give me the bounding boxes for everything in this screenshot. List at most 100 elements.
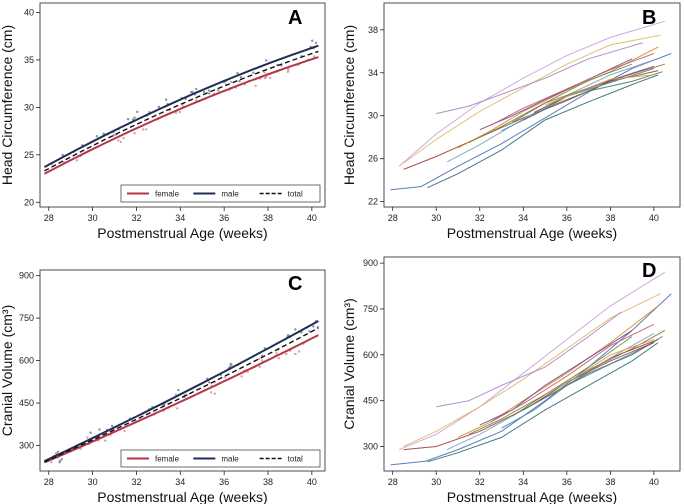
scatter-point — [177, 388, 180, 392]
y-axis-title: Cranial Volume (cm³) — [0, 305, 15, 436]
trajectory-line-3 — [403, 293, 661, 447]
x-tick-label: 28 — [44, 213, 54, 223]
x-tick-label: 36 — [219, 213, 229, 223]
scatter-point — [142, 128, 145, 131]
scatter-point — [294, 328, 297, 331]
x-tick-label: 28 — [388, 213, 398, 223]
scatter-point — [157, 105, 161, 109]
scatter-point — [216, 89, 220, 92]
trajectory-line-1 — [390, 53, 672, 191]
legend-box — [120, 184, 321, 203]
scatter-point — [297, 350, 301, 353]
scatter-point — [50, 461, 53, 464]
scatter-point — [264, 59, 268, 62]
y-tick-label: 22 — [368, 197, 378, 207]
x-tick-label: 38 — [263, 213, 273, 223]
legend-label-female: female — [155, 190, 180, 199]
x-tick-label: 40 — [307, 477, 317, 487]
trajectory-line-7 — [457, 46, 659, 149]
fit-line-female — [43, 56, 319, 175]
scatter-point — [312, 55, 316, 58]
scatter-point — [207, 89, 211, 92]
x-tick-label: 34 — [518, 213, 528, 223]
x-tick-label: 38 — [263, 477, 273, 487]
scatter-point — [252, 71, 255, 74]
scatter-point — [55, 452, 58, 455]
trajectory-line-15 — [533, 342, 655, 405]
legend: female male total — [120, 184, 321, 203]
y-tick-label: 40 — [24, 7, 34, 17]
y-tick-label: 26 — [368, 154, 378, 164]
scatter-point — [95, 135, 99, 138]
trajectory-line-1 — [390, 293, 672, 466]
scatter-point — [60, 458, 64, 461]
scatter-point — [258, 365, 262, 369]
panel-d: 28 30 32 34 36 38 40 300 450 600 750 900 Postmenstru… — [341, 256, 681, 504]
trajectory-line-12 — [436, 311, 622, 408]
scatter-point — [110, 424, 114, 428]
scatter-point — [260, 359, 264, 362]
scatter-point — [284, 352, 288, 356]
x-tick-label: 30 — [431, 213, 441, 223]
x-tick-label: 30 — [88, 213, 98, 223]
trajectory-line-4 — [427, 342, 659, 463]
y-tick-label: 450 — [363, 396, 378, 406]
y-tick-label: 300 — [363, 442, 378, 452]
scatter-point — [98, 428, 101, 431]
panel-letter: A — [288, 7, 302, 29]
scatter-point — [286, 70, 289, 74]
scatter-point — [308, 330, 311, 333]
scatter-point — [209, 391, 213, 394]
scatter-point — [190, 90, 193, 94]
y-tick-label: 750 — [19, 313, 34, 323]
y-axis-title: Head Circumference (cm) — [0, 25, 15, 185]
x-axis-title: Postmenstrual Age (weeks) — [447, 225, 617, 241]
legend-label-female: female — [155, 455, 180, 464]
x-tick-label: 30 — [431, 477, 441, 487]
scatter-point — [178, 110, 181, 114]
trajectory-line-12 — [436, 42, 644, 115]
y-tick-label: 450 — [19, 398, 34, 408]
panel-letter: B — [642, 7, 656, 29]
trajectory-line-3 — [403, 34, 661, 164]
scatter-point — [123, 429, 126, 433]
trajectory-line-15 — [533, 65, 655, 113]
scatter-point — [122, 136, 125, 140]
scatter-point — [207, 381, 211, 384]
x-tick-label: 32 — [475, 477, 485, 487]
scatter-point — [277, 357, 280, 360]
scatter-point — [269, 76, 272, 80]
scatter-point — [236, 71, 239, 75]
y-tick-label: 35 — [24, 55, 34, 65]
legend-label-total: total — [288, 455, 303, 464]
trajectory-line-5 — [403, 339, 659, 451]
x-tick-label: 32 — [475, 213, 485, 223]
scatter-point — [75, 159, 79, 162]
trajectory-line-2 — [399, 271, 666, 451]
trajectory-line-10 — [490, 323, 655, 423]
scatter-point — [89, 431, 92, 434]
scatter-point — [58, 461, 61, 464]
fit-line-male — [43, 320, 319, 463]
panel-a: 28 30 32 34 36 38 40 20 25 30 35 40 Postmenstrual Ag… — [0, 2, 326, 241]
trajectory-line-16 — [544, 74, 654, 106]
scatter-point — [240, 375, 243, 378]
scatter-point — [265, 75, 268, 79]
scatter-point — [263, 71, 266, 74]
legend-box — [120, 449, 321, 468]
scatter-point — [238, 79, 241, 83]
fit-line-male — [43, 44, 319, 168]
x-tick-label: 36 — [562, 213, 572, 223]
scatter-point — [133, 116, 136, 119]
scatter-point — [133, 131, 136, 135]
trajectory-line-2 — [398, 20, 665, 167]
trajectory-line-7 — [457, 305, 659, 438]
trajectories — [390, 271, 672, 466]
panel-b: 28 30 32 34 36 38 40 22 26 30 34 38 Postmenstrual Ag… — [341, 2, 681, 241]
scatter-point — [164, 98, 168, 101]
scatter-point — [239, 76, 243, 79]
scatter-point — [144, 128, 148, 131]
scatter-point — [229, 80, 233, 84]
x-axis-title: Postmenstrual Age (weeks) — [447, 489, 617, 504]
scatter-point — [202, 90, 206, 94]
